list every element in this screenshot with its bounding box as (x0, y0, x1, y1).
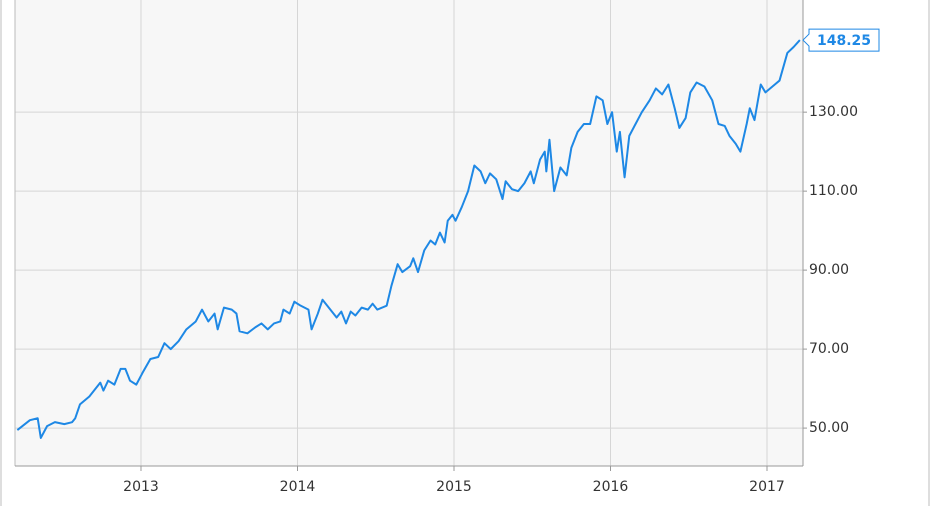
x-tick-label: 2014 (280, 479, 316, 495)
x-tick-label: 2013 (123, 479, 159, 495)
x-tick-label: 2015 (436, 479, 472, 495)
price-line (16, 39, 801, 439)
plot-area (15, 0, 803, 466)
y-tick-label: 130.00 (809, 104, 858, 120)
y-tick-label: 110.00 (809, 183, 858, 199)
y-tick-label: 90.00 (809, 262, 849, 278)
y-tick-label: 50.00 (809, 420, 849, 436)
grid (15, 0, 803, 466)
y-tick-label: 70.00 (809, 341, 849, 357)
last-value-label: 148.25 (817, 33, 871, 49)
x-tick-label: 2016 (593, 479, 629, 495)
last-value-box (802, 28, 880, 52)
x-tick-label: 2017 (749, 479, 785, 495)
